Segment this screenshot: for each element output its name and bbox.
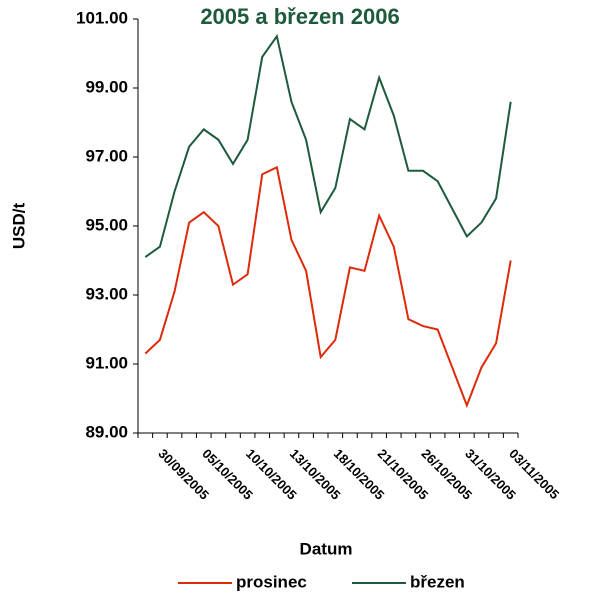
y-tick-label: 89.00 — [85, 422, 128, 441]
x-axis-label: Datum — [300, 539, 353, 558]
legend-label: prosinec — [236, 572, 307, 591]
y-tick-label: 101.00 — [76, 8, 128, 27]
y-tick-label: 91.00 — [85, 353, 128, 372]
y-tick-label: 99.00 — [85, 77, 128, 96]
legend-label: březen — [410, 572, 465, 591]
series-line — [144, 33, 512, 258]
y-tick-label: 93.00 — [85, 284, 128, 303]
y-tick-label: 97.00 — [85, 146, 128, 165]
y-tick-label: 95.00 — [85, 215, 128, 234]
series-line — [144, 165, 512, 409]
chart-title: 2005 a březen 2006 — [200, 4, 399, 29]
y-axis-label: USD/t — [9, 203, 28, 250]
